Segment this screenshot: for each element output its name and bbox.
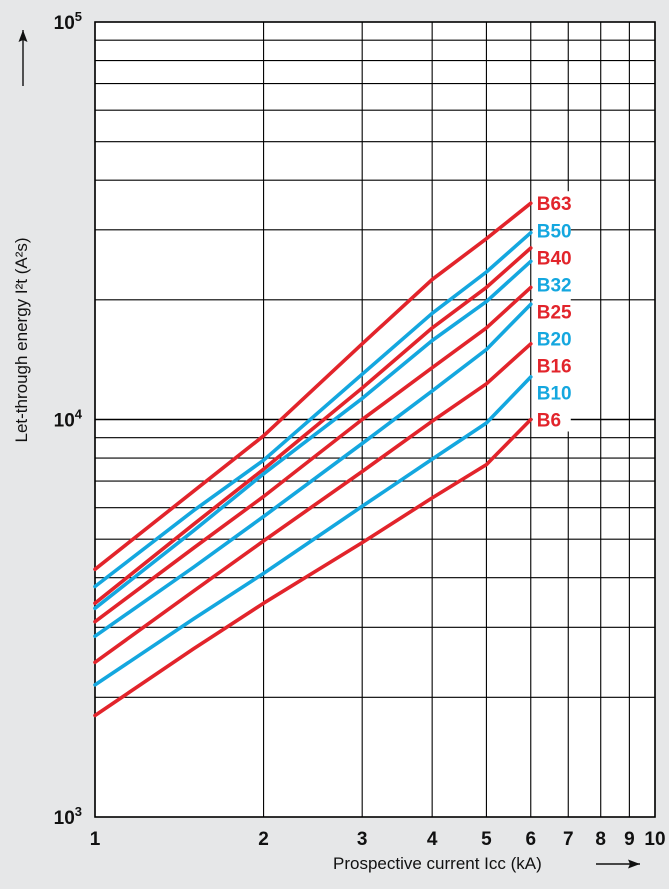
y-axis-ticks: 103 104 105 (54, 9, 83, 829)
series-line-b6 (93, 417, 533, 718)
x-tick-label: 6 (526, 829, 537, 850)
series-label-b6: B6 (537, 411, 561, 432)
x-tick-label: 2 (258, 829, 269, 850)
series-lines (93, 201, 533, 718)
x-tick-label: 4 (427, 829, 438, 850)
y-axis-arrow (18, 30, 28, 86)
y-axis-label: Let-through energy I²t (A²s) (12, 237, 31, 442)
series-label-backgrounds (532, 191, 571, 432)
series-line-b40 (93, 246, 533, 606)
x-tick-label: 1 (90, 829, 101, 850)
y-tick-label: 105 (54, 9, 82, 34)
series-label-b16: B16 (537, 356, 572, 377)
series-labels: B63 B50 B40 B32 B25 B20 B16 B10 B6 (537, 194, 572, 431)
x-tick-label: 9 (624, 829, 635, 850)
series-label-b32: B32 (537, 275, 572, 296)
x-tick-label: 10 (644, 829, 665, 850)
y-tick-label: 104 (54, 407, 83, 432)
x-axis-label: Prospective current Icc (kA) (333, 854, 542, 873)
x-axis-arrow (596, 859, 640, 869)
series-label-background (532, 191, 571, 432)
x-axis-ticks: 1 2 3 4 5 6 7 8 9 10 (90, 829, 666, 850)
series-line-b20 (93, 302, 533, 639)
series-line-b25 (93, 285, 533, 624)
series-line-b63 (93, 201, 533, 572)
series-line-b10 (93, 375, 533, 687)
grid (94, 22, 656, 817)
plot-frame (94, 21, 656, 818)
series-line-b50 (93, 230, 533, 589)
y-tick-label: 103 (54, 804, 82, 829)
series-line-b16 (93, 341, 533, 665)
x-tick-label: 7 (563, 829, 574, 850)
series-label-b50: B50 (537, 221, 572, 242)
x-tick-label: 3 (357, 829, 368, 850)
series-label-b63: B63 (537, 194, 572, 215)
y-axis-label-group: Let-through energy I²t (A²s) (12, 237, 31, 442)
x-tick-label: 5 (481, 829, 492, 850)
x-tick-label: 8 (595, 829, 606, 850)
series-label-b25: B25 (537, 302, 572, 323)
series-label-b20: B20 (537, 329, 572, 350)
series-label-b10: B10 (537, 384, 572, 405)
series-line-b32 (93, 259, 533, 611)
series-label-b40: B40 (537, 248, 572, 269)
